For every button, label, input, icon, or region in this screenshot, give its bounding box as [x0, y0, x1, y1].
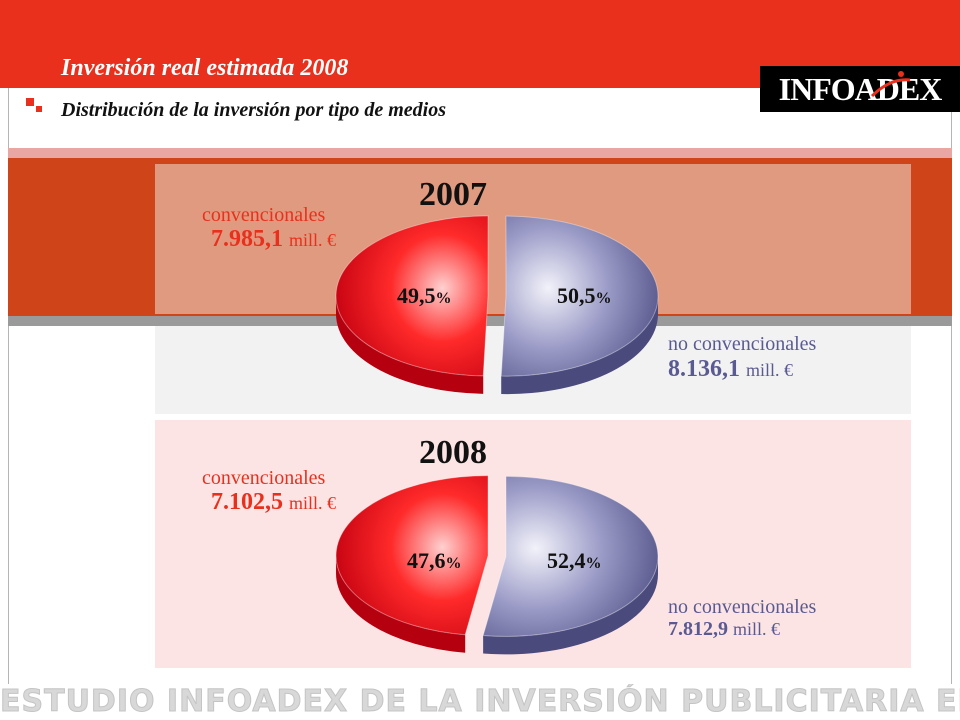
slice-no-convencionales [482, 475, 659, 655]
pct-number: 47,6 [407, 548, 446, 573]
pct-convencionales-2008: 47,6% [407, 548, 462, 574]
pct-sign: % [445, 555, 462, 572]
pct-sign: % [595, 290, 612, 307]
logo-text: INFOADEX [778, 71, 943, 107]
value-convencionales-2008: 7.102,5 mill. € [211, 489, 336, 516]
slice-no-convencionales-side [483, 556, 658, 655]
slice-convencionales-side [336, 555, 466, 653]
label-no-convencionales-2007: no convencionales [668, 333, 817, 355]
pct-no-convencionales-2008: 52,4% [547, 548, 602, 574]
value-unit: mill. € [289, 230, 337, 250]
chart-title-2007: 2007 [419, 176, 487, 213]
slice-no-convencionales-side [501, 296, 658, 395]
slice-convencionales [335, 215, 489, 394]
pct-number: 49,5 [397, 283, 436, 308]
label-no-convencionales-2008: no convencionales [668, 596, 817, 618]
value-number: 7.102,5 [211, 489, 283, 515]
slice-convencionales-side [336, 295, 484, 394]
label-convencionales-2007: convencionales [202, 204, 326, 226]
pct-sign: % [435, 290, 452, 307]
bullet-square-icon [26, 98, 34, 106]
pct-convencionales-2007: 49,5% [397, 283, 452, 309]
slice-no-convencionales-top [482, 475, 659, 637]
footer-band [0, 684, 960, 720]
slice-convencionales [335, 475, 489, 653]
footer-watermark: ESTUDIO INFOADEX DE LA INVERSIÓN PUBLICI… [0, 684, 960, 720]
label-convencionales-2008: convencionales [202, 467, 326, 489]
pct-no-convencionales-2007: 50,5% [557, 283, 612, 309]
value-unit: mill. € [289, 493, 337, 513]
value-unit: mill. € [746, 360, 794, 380]
value-unit: mill. € [733, 619, 781, 639]
page-subtitle: Distribución de la inversión por tipo de… [61, 99, 447, 121]
slide-frame [8, 88, 952, 718]
value-number: 8.136,1 [668, 356, 740, 382]
slice-convencionales-top [335, 215, 489, 377]
value-number: 7.812,9 [668, 618, 728, 640]
value-no-convencionales-2008: 7.812,9 mill. € [668, 618, 780, 641]
page-title: Inversión real estimada 2008 [61, 55, 349, 81]
value-convencionales-2007: 7.985,1 mill. € [211, 226, 336, 253]
chart-title-2008: 2008 [419, 434, 487, 471]
pct-sign: % [585, 555, 602, 572]
header-divider [0, 88, 960, 90]
value-no-convencionales-2007: 8.136,1 mill. € [668, 356, 793, 383]
pct-number: 52,4 [547, 548, 586, 573]
value-number: 7.985,1 [211, 226, 283, 252]
slice-no-convencionales [500, 215, 659, 395]
band-pink [8, 148, 952, 158]
bullet-square-small-icon [36, 106, 42, 112]
pct-number: 50,5 [557, 283, 596, 308]
slice-no-convencionales-top [500, 215, 659, 377]
slice-convencionales-top [335, 475, 489, 636]
infoadex-logo: INFOADEX [760, 66, 960, 112]
logo-swoosh-icon [870, 71, 911, 98]
